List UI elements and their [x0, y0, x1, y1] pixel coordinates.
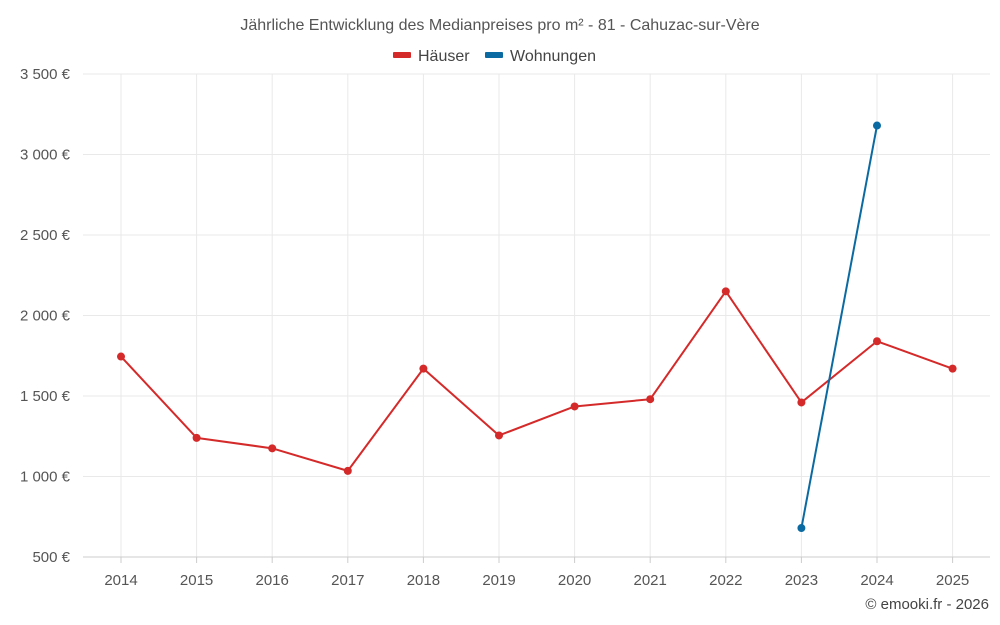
y-tick-label: 500 €: [32, 549, 70, 566]
series-line-haeuser: [120, 290, 953, 472]
data-point-haeuser[interactable]: [797, 398, 806, 407]
x-tick-label: 2017: [331, 572, 364, 589]
y-tick-label: 3 500 €: [20, 66, 71, 83]
legend-label-haeuser[interactable]: Häuser: [418, 48, 470, 65]
y-tick-label: 1 500 €: [20, 388, 71, 405]
data-point-haeuser[interactable]: [570, 402, 579, 411]
legend: Häuser Wohnungen: [393, 48, 596, 65]
data-point-haeuser[interactable]: [419, 364, 428, 373]
grid: [83, 73, 990, 558]
data-point-wohnungen[interactable]: [873, 121, 881, 130]
x-tick-label: 2025: [936, 572, 969, 589]
y-tick-label: 3 000 €: [20, 147, 71, 164]
x-tick-label: 2023: [785, 572, 818, 589]
data-point-wohnungen[interactable]: [797, 524, 806, 533]
legend-swatch-wohnungen: [485, 52, 503, 58]
chart-title: Jährliche Entwicklung des Medianpreises …: [240, 17, 759, 34]
x-axis: 2014 2015 2016 2017 2018 2019 2020 2021 2022 2023…: [83, 556, 990, 589]
x-tick-label: 2022: [709, 572, 742, 589]
y-axis: 500 € 1 000 € 1 500 € 2 000 € 2 500 € 3 000 €…: [20, 66, 71, 566]
x-tick-label: 2024: [860, 572, 893, 589]
data-point-haeuser[interactable]: [343, 466, 352, 475]
series-line-wohnungen: [800, 125, 878, 529]
y-tick-label: 2 500 €: [20, 227, 71, 244]
series-layer: [117, 121, 957, 533]
x-tick-label: 2016: [256, 572, 289, 589]
x-tick-label: 2018: [407, 572, 440, 589]
x-tick-label: 2021: [634, 572, 667, 589]
data-point-haeuser[interactable]: [948, 364, 957, 373]
x-tick-label: 2014: [104, 572, 137, 589]
data-point-haeuser[interactable]: [646, 395, 655, 404]
x-tick-label: 2020: [558, 572, 591, 589]
data-point-haeuser[interactable]: [721, 287, 730, 296]
data-point-haeuser[interactable]: [495, 431, 503, 440]
data-point-haeuser[interactable]: [117, 352, 125, 361]
legend-swatch-haeuser: [393, 52, 411, 58]
y-tick-label: 1 000 €: [20, 469, 71, 486]
credit-text: © emooki.fr - 2026: [865, 596, 989, 613]
y-tick-label: 2 000 €: [20, 308, 71, 325]
x-tick-label: 2015: [180, 572, 213, 589]
data-point-haeuser[interactable]: [268, 444, 277, 453]
x-tick-label: 2019: [482, 572, 515, 589]
data-point-haeuser[interactable]: [873, 337, 881, 346]
legend-label-wohnungen[interactable]: Wohnungen: [510, 48, 596, 65]
data-point-haeuser[interactable]: [192, 433, 201, 442]
